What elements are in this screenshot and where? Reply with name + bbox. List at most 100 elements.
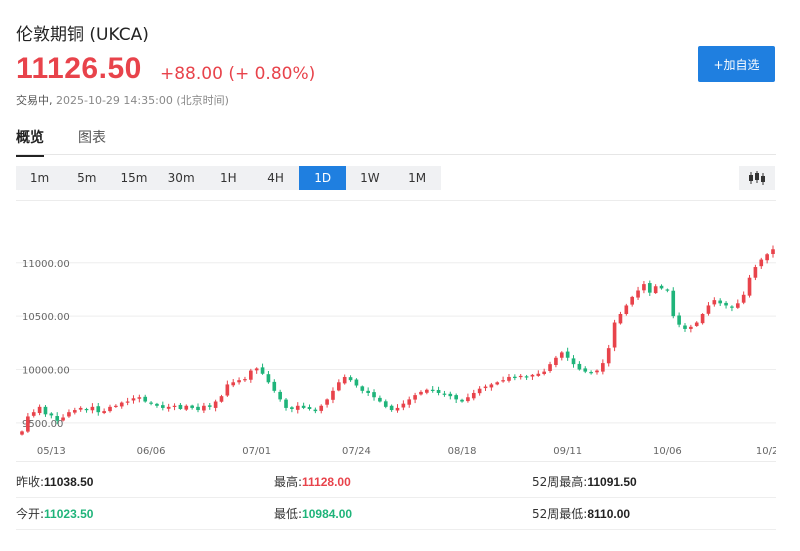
stat-high: 最高: 11128.00 xyxy=(274,473,532,490)
candle-body xyxy=(114,405,118,407)
interval-1w[interactable]: 1W xyxy=(360,171,380,185)
last-price: 11126.50 xyxy=(16,52,142,85)
candle-body xyxy=(61,417,65,421)
candle-body xyxy=(295,405,300,410)
candle-body xyxy=(595,370,599,373)
candle-body xyxy=(542,371,546,374)
candle-body xyxy=(642,284,646,291)
chart-type-button[interactable] xyxy=(739,166,775,190)
stats-row: 昨收: 11038.50 最高: 11128.00 52周最高: 11091.5… xyxy=(16,466,776,498)
candle-body xyxy=(290,407,294,409)
tab-overview[interactable]: 概览 xyxy=(16,127,44,157)
stat-low: 最低: 10984.00 xyxy=(274,505,532,522)
candle-body xyxy=(67,412,71,417)
candle-body xyxy=(202,405,206,411)
candle-body xyxy=(706,305,711,314)
interval-30m[interactable]: 30m xyxy=(167,171,195,185)
candle-body xyxy=(84,408,89,411)
candle-body xyxy=(231,382,236,386)
candle-body xyxy=(219,396,224,402)
interval-1m[interactable]: 1m xyxy=(29,171,50,185)
candle-body xyxy=(37,406,42,414)
x-tick-label: 10/2 xyxy=(756,446,776,457)
candle-body xyxy=(430,389,435,391)
candle-body xyxy=(559,352,564,358)
candle-body xyxy=(565,351,570,358)
candle-body xyxy=(747,277,752,296)
candle-body xyxy=(342,376,347,384)
add-to-watchlist-button[interactable]: +加自选 xyxy=(698,46,775,82)
candle-body xyxy=(700,313,705,324)
candle-body xyxy=(460,399,464,402)
y-tick-label: 10000.00 xyxy=(22,365,70,376)
candle-body xyxy=(378,397,382,402)
candle-body xyxy=(630,296,635,305)
candle-body xyxy=(26,416,30,432)
candle-body xyxy=(155,403,159,406)
candle-body xyxy=(419,391,423,395)
candle-body xyxy=(524,376,529,378)
stat-label: 今开: xyxy=(16,507,45,521)
stat-prev-close: 昨收: 11038.50 xyxy=(16,473,274,490)
candle-body xyxy=(78,407,83,410)
candle-body xyxy=(49,413,54,416)
candle-body xyxy=(554,357,558,366)
candle-body xyxy=(190,405,194,408)
candle-body xyxy=(671,290,676,317)
interval-1d[interactable]: 1D xyxy=(299,166,347,190)
candle-body xyxy=(466,397,470,402)
candle-body xyxy=(665,289,670,291)
tab-chart[interactable]: 图表 xyxy=(78,130,106,146)
candle-body xyxy=(301,405,306,408)
candle-body xyxy=(442,393,447,395)
candle-body xyxy=(90,406,95,411)
candle-body xyxy=(694,322,699,326)
candle-body xyxy=(548,364,552,371)
candle-body xyxy=(583,368,588,372)
candle-body xyxy=(178,404,183,409)
interval-15m[interactable]: 15m xyxy=(120,171,148,185)
candle-body xyxy=(55,416,60,421)
stat-value: 11128.00 xyxy=(302,474,351,489)
interval-5m[interactable]: 5m xyxy=(77,171,97,185)
candle-body xyxy=(160,405,165,408)
instrument-title: 伦敦期铜 (UKCA) xyxy=(16,25,149,45)
candle-body xyxy=(131,398,136,401)
candle-body xyxy=(536,373,541,376)
candle-body xyxy=(741,294,746,303)
interval-1h[interactable]: 1H xyxy=(220,171,237,185)
stat-label: 最高: xyxy=(274,475,303,489)
candle-body xyxy=(606,348,611,364)
interval-1mo[interactable]: 1M xyxy=(408,171,427,185)
trade-timestamp: 2025-10-29 14:35:00 xyxy=(56,94,173,107)
candle-body xyxy=(689,326,693,329)
interval-4h[interactable]: 4H xyxy=(267,171,284,185)
candlestick-chart: 11000.00 10500.00 10000.00 9500.00 05/13 06/0… xyxy=(16,245,778,457)
price-chart[interactable]: 11000.00 10500.00 10000.00 9500.00 05/13 06/0… xyxy=(16,200,778,462)
candle-body xyxy=(207,405,212,407)
stats-row: 今开: 11023.50 最低: 10984.00 52周最低: 8110.00 xyxy=(16,498,776,530)
candle-body xyxy=(266,374,271,383)
stat-label: 52周最高: xyxy=(532,475,588,489)
candle-body xyxy=(272,381,277,391)
candle-body xyxy=(354,379,359,386)
candle-body xyxy=(712,300,717,305)
x-tick-label: 10/06 xyxy=(653,446,682,457)
candle-body xyxy=(513,376,517,379)
candle-body xyxy=(237,380,241,383)
candle-body xyxy=(589,372,593,374)
candle-body xyxy=(372,392,376,398)
trade-timezone: (北京时间) xyxy=(176,94,229,107)
x-tick-label: 07/24 xyxy=(342,446,371,457)
candle-body xyxy=(72,410,77,413)
candle-body xyxy=(489,384,494,388)
price-change: +88.00 (+ 0.80%) xyxy=(160,64,316,84)
stat-value: 8110.00 xyxy=(587,506,631,521)
candle-body xyxy=(319,405,324,411)
candle-body xyxy=(571,358,576,365)
candle-body xyxy=(653,286,658,294)
candle-body xyxy=(125,401,130,403)
candle-body xyxy=(254,368,259,371)
candle-body xyxy=(495,382,500,385)
candle-body xyxy=(389,405,394,411)
